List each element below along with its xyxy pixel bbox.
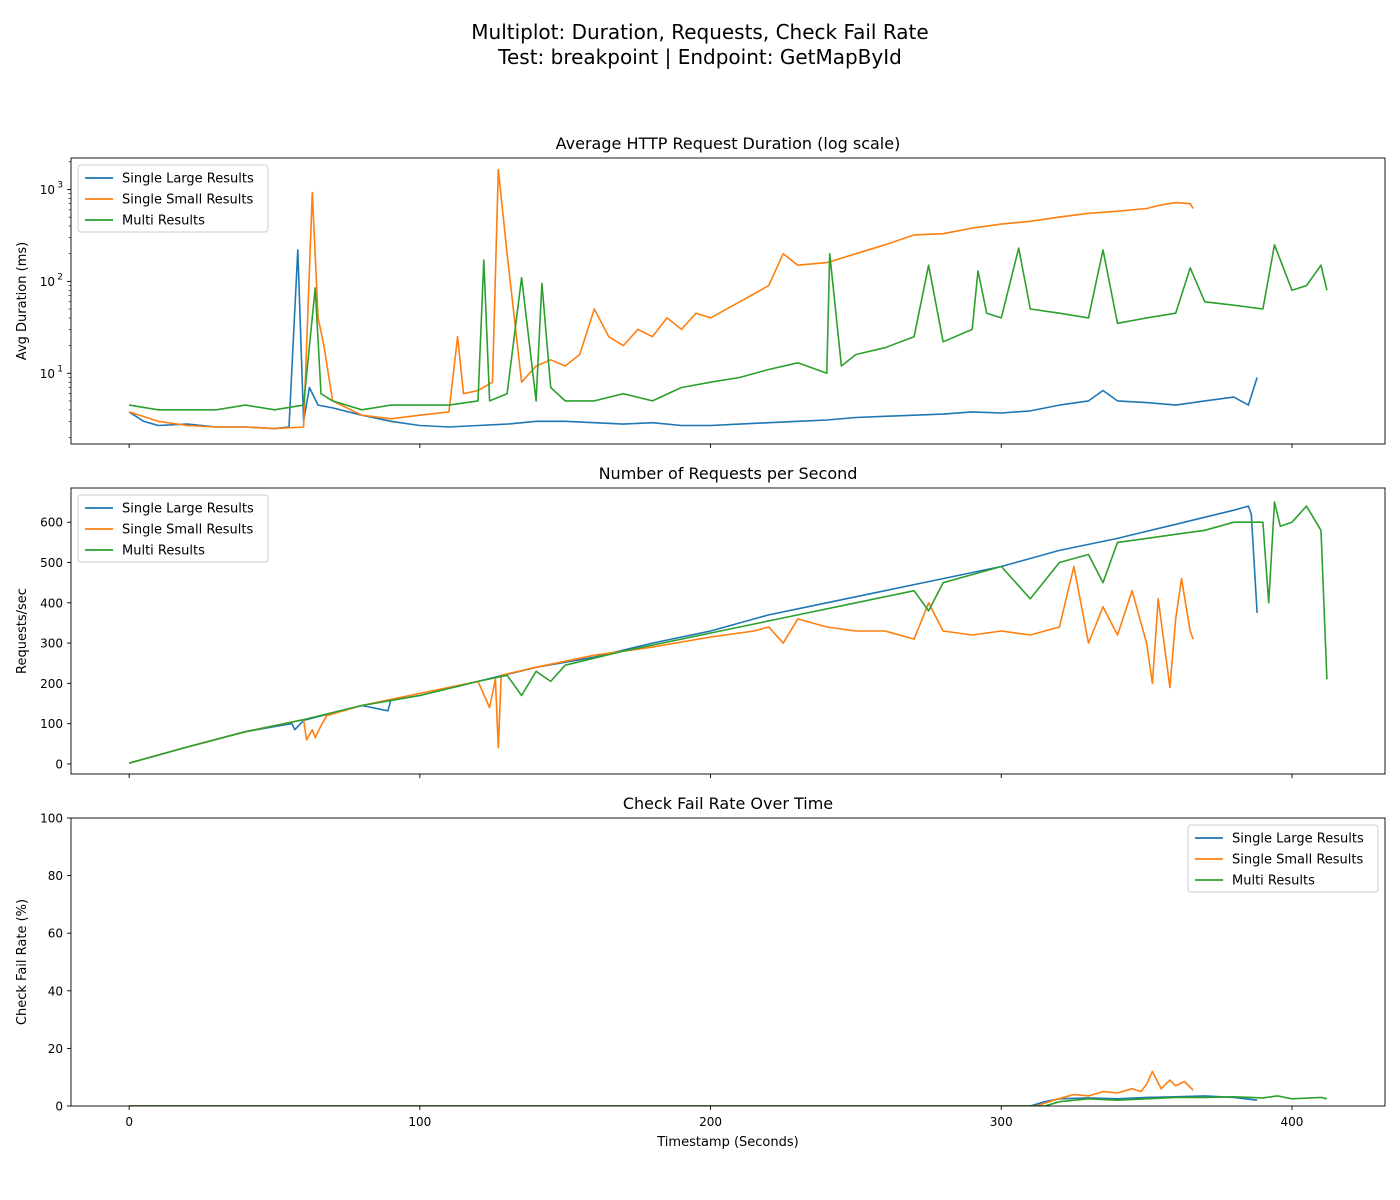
y-tick-label: 0 (55, 1100, 63, 1114)
series-line-1 (128, 249, 1258, 430)
x-tick-label: 300 (990, 1115, 1013, 1129)
fail-rate-panel: Check Fail Rate Over Time 0 20 40 60 80 100 0 10… (15, 794, 1386, 1150)
y-axis-label: Requests/sec (15, 588, 30, 674)
series-line-1 (129, 1095, 1258, 1106)
legend-entry: Single Small Results (122, 193, 254, 208)
x-tick-label: 0 (125, 1115, 133, 1129)
duration-panel: Average HTTP Request Duration (log scale… (15, 134, 1386, 448)
legend-box (1187, 824, 1379, 893)
legend-box (77, 164, 269, 233)
y-tick-label: 100 (40, 812, 63, 826)
legend-entry: Multi Results (1232, 874, 1315, 889)
series-line-2 (129, 1070, 1194, 1106)
y-tick-label: 200 (40, 677, 63, 691)
y-tick-label: 600 (40, 516, 63, 530)
legend-entry: Single Large Results (1232, 832, 1364, 847)
y-tick-label: 10 (40, 275, 55, 289)
y-tick-label: 80 (48, 869, 63, 883)
legend: Single Large Results Single Small Results… (1187, 824, 1379, 893)
subplot-title: Average HTTP Request Duration (log scale… (556, 134, 901, 153)
legend-box (77, 494, 269, 563)
y-tick-exponent: 1 (57, 364, 63, 374)
legend-entry: Multi Results (122, 214, 205, 229)
y-tick-label: 400 (40, 596, 63, 610)
y-tick-label: 500 (40, 556, 63, 570)
x-tick-label: 100 (408, 1115, 431, 1129)
y-tick-label: 60 (48, 927, 63, 941)
y-tick-label: 100 (40, 717, 63, 731)
series-line-1 (128, 505, 1258, 764)
figure-title-line2: Test: breakpoint | Endpoint: GetMapById (498, 45, 902, 69)
requests-panel: Number of Requests per Second 0 100 200 300 4… (15, 464, 1386, 778)
figure-title-line1: Multiplot: Duration, Requests, Check Fai… (471, 20, 929, 44)
legend: Single Large Results Single Small Results… (77, 494, 269, 563)
legend-entry: Single Large Results (122, 502, 254, 517)
y-tick-exponent: 2 (57, 272, 63, 282)
series-line-3 (128, 501, 1328, 764)
x-tick-label: 200 (699, 1115, 722, 1129)
axes-frame (70, 487, 1386, 775)
series-line-2 (128, 565, 1194, 764)
y-tick-label: 300 (40, 637, 63, 651)
series-line-3 (129, 1095, 1328, 1106)
legend-entry: Single Small Results (1232, 853, 1364, 868)
y-tick-label: 40 (48, 984, 63, 998)
series-line-3 (128, 244, 1328, 411)
subplot-title: Number of Requests per Second (599, 464, 858, 483)
axes-frame (70, 157, 1386, 445)
y-axis-label: Avg Duration (ms) (15, 242, 30, 360)
y-axis-label: Check Fail Rate (%) (15, 899, 30, 1025)
y-tick-exponent: 3 (57, 180, 63, 190)
y-tick-label: 20 (48, 1042, 63, 1056)
subplot-title: Check Fail Rate Over Time (623, 794, 833, 813)
y-tick-label: 0 (55, 757, 63, 771)
series-line-2 (128, 168, 1194, 430)
x-axis-label: Timestamp (Seconds) (656, 1135, 798, 1150)
axes-frame (70, 817, 1386, 1107)
legend-entry: Multi Results (122, 544, 205, 559)
y-tick-label: 10 (40, 367, 55, 381)
x-tick-label: 400 (1281, 1115, 1304, 1129)
legend: Single Large Results Single Small Results… (77, 164, 269, 233)
legend-entry: Single Small Results (122, 523, 254, 538)
legend-entry: Single Large Results (122, 172, 254, 187)
y-tick-label: 10 (40, 183, 55, 197)
